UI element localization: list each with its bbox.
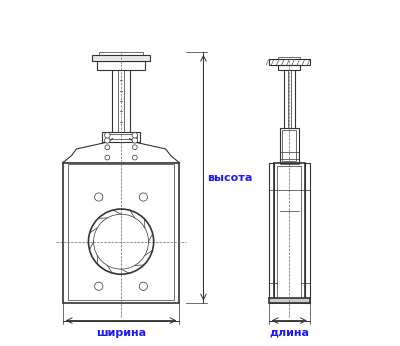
Bar [282, 130, 296, 161]
Circle shape [104, 133, 110, 138]
Bar [63, 163, 180, 303]
Bar [269, 298, 310, 303]
Circle shape [139, 282, 148, 290]
Bar [278, 65, 300, 70]
Circle shape [132, 155, 137, 160]
Bar [278, 57, 300, 60]
Circle shape [95, 282, 103, 290]
Bar [92, 55, 150, 62]
Bar [280, 128, 299, 163]
Circle shape [104, 138, 110, 143]
Text: высота: высота [207, 173, 252, 183]
Bar [305, 163, 310, 303]
Circle shape [132, 145, 137, 150]
Circle shape [105, 155, 110, 160]
Circle shape [132, 133, 138, 138]
Text: длина: длина [269, 328, 309, 338]
Circle shape [95, 193, 103, 201]
Bar [102, 132, 140, 142]
Circle shape [139, 193, 148, 201]
Bar [106, 134, 136, 139]
Circle shape [132, 138, 138, 143]
Bar [97, 62, 145, 70]
Text: ширина: ширина [96, 328, 146, 338]
Circle shape [105, 145, 110, 150]
Bar [274, 163, 305, 303]
Bar [99, 52, 143, 55]
Bar [269, 163, 274, 303]
Bar [277, 166, 301, 300]
Bar [269, 60, 310, 65]
Bar [68, 164, 174, 300]
